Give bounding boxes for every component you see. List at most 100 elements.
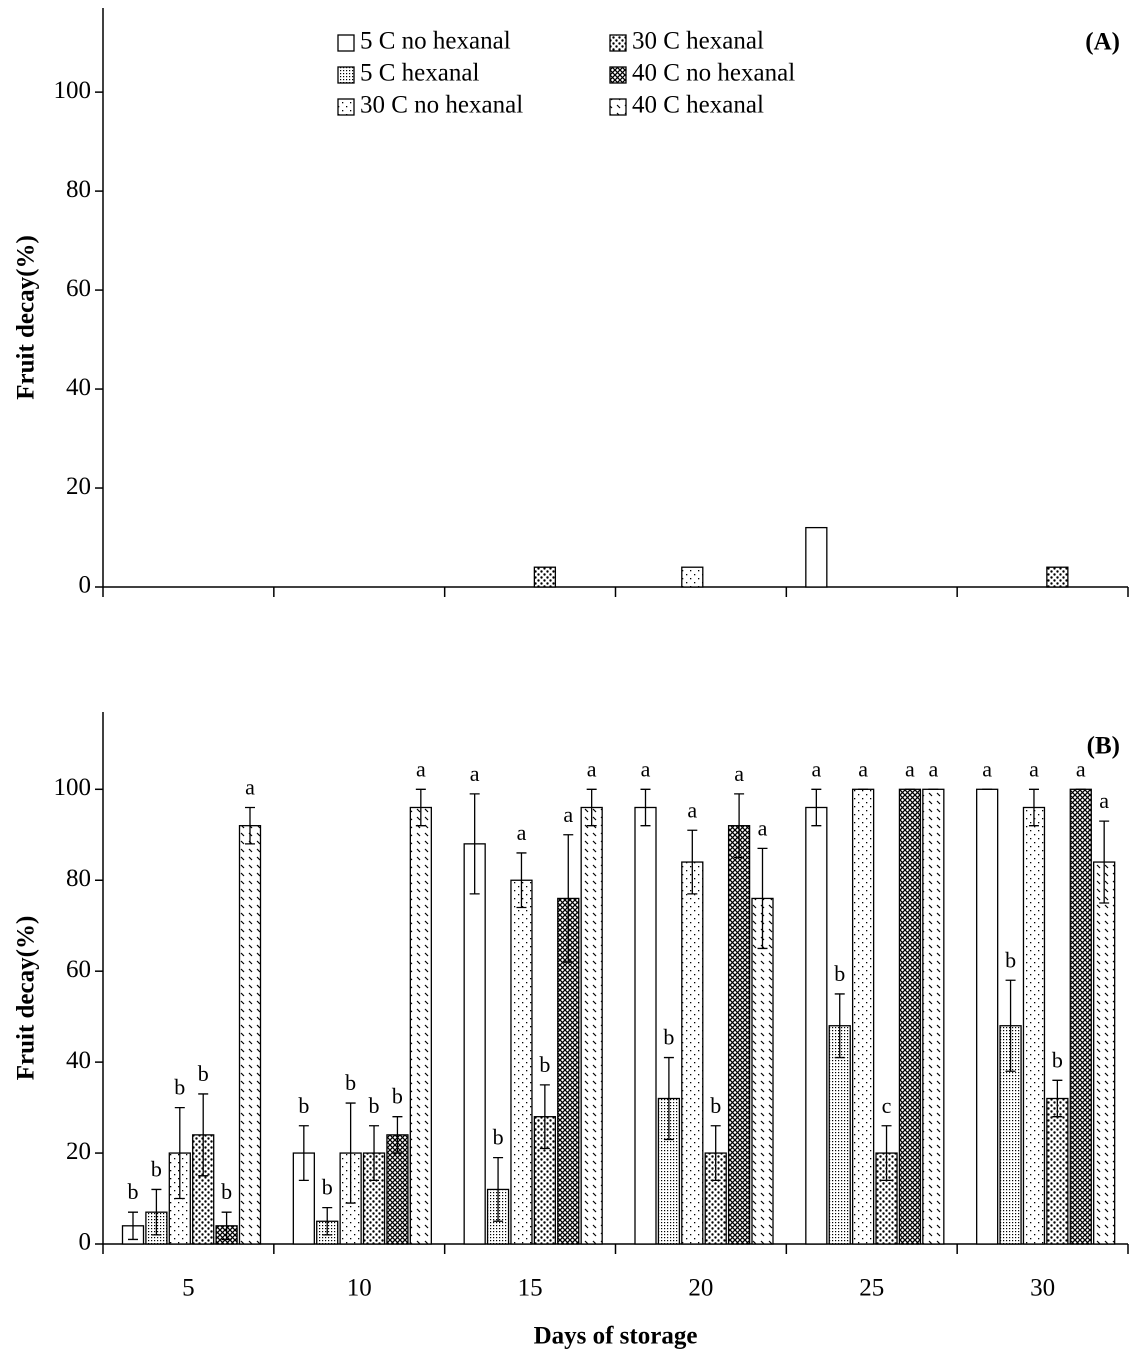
bar: [580, 806, 603, 1245]
error-bar: [1052, 1079, 1063, 1118]
error-bar: [563, 834, 574, 963]
y-tick-label: 100: [54, 77, 92, 104]
significance-letter: b: [710, 1093, 721, 1118]
error-bar: [811, 788, 822, 827]
error-bar: [128, 1211, 138, 1241]
error-bar: [369, 1125, 380, 1181]
legend-label: 30 C hexanal: [632, 28, 764, 55]
significance-letter: a: [905, 756, 915, 781]
bar: [238, 825, 262, 1245]
error-bar: [198, 1093, 209, 1177]
bar: [1046, 566, 1069, 588]
y-tick-label: 0: [79, 1229, 92, 1256]
error-bar: [298, 1125, 309, 1181]
error-bar: [1099, 820, 1110, 904]
legend-label: 5 C hexanal: [360, 60, 479, 87]
bar: [1093, 861, 1116, 1245]
error-bar: [881, 1125, 892, 1181]
y-tick-label: 0: [79, 572, 92, 599]
legend-label: 40 C no hexanal: [632, 60, 795, 87]
x-tick-label: 10: [347, 1275, 372, 1302]
error-bar: [322, 1206, 333, 1236]
error-bar: [415, 788, 426, 827]
error-bar: [469, 793, 480, 895]
bar: [634, 806, 657, 1245]
y-tick-label: 60: [66, 275, 91, 302]
significance-letter: b: [493, 1125, 504, 1150]
legend-label: 40 C hexanal: [632, 92, 764, 119]
error-bar: [245, 806, 255, 845]
error-bar: [345, 1102, 356, 1204]
significance-letter: a: [1076, 756, 1086, 781]
error-bar: [687, 829, 698, 895]
error-bar: [757, 847, 768, 950]
x-tick-label: 30: [1030, 1275, 1055, 1302]
significance-letter: a: [563, 802, 573, 827]
significance-letter: b: [392, 1084, 403, 1109]
bar: [922, 788, 945, 1245]
error-bar: [1005, 979, 1016, 1072]
significance-letter: a: [928, 756, 938, 781]
significance-letter: a: [416, 756, 426, 781]
bar: [898, 788, 922, 1245]
error-bar: [151, 1188, 162, 1236]
significance-letter: a: [641, 756, 651, 781]
significance-letter: b: [1005, 947, 1016, 972]
x-tick-label: 5: [182, 1275, 195, 1302]
significance-letter: a: [1029, 756, 1039, 781]
y-tick-label: 100: [54, 774, 92, 801]
error-bar: [640, 788, 651, 827]
significance-letter: b: [322, 1175, 333, 1200]
significance-letter: a: [245, 775, 255, 800]
significance-letter: b: [174, 1075, 185, 1100]
significance-letter: b: [1052, 1047, 1063, 1072]
bar: [805, 526, 828, 588]
significance-letter: a: [1099, 788, 1109, 813]
legend-swatch: [609, 98, 627, 116]
significance-letter: b: [151, 1156, 162, 1181]
error-bar: [392, 1116, 403, 1154]
significance-letter: a: [758, 815, 768, 840]
bar: [1069, 788, 1092, 1245]
significance-letter: a: [734, 761, 744, 786]
y-axis-title: Fruit decay(%): [13, 916, 40, 1081]
significance-letter: a: [587, 756, 597, 781]
error-bar: [493, 1156, 504, 1222]
legend-swatch: [337, 98, 355, 116]
y-tick-label: 40: [66, 374, 91, 401]
bar: [1022, 806, 1046, 1245]
legend-swatch: [609, 34, 627, 52]
significance-letter: a: [811, 756, 821, 781]
x-tick-label: 25: [859, 1275, 884, 1302]
legend-label: 5 C no hexanal: [360, 28, 511, 55]
bar: [681, 566, 704, 588]
error-bar: [1028, 788, 1039, 827]
legend-swatch: [609, 66, 627, 84]
bar: [681, 861, 704, 1245]
significance-letter: a: [982, 756, 992, 781]
significance-letter: b: [663, 1025, 674, 1050]
significance-letter: b: [128, 1179, 139, 1204]
error-bar: [539, 1084, 550, 1150]
y-tick-label: 60: [66, 956, 91, 983]
significance-letter: b: [198, 1061, 209, 1086]
y-tick-label: 80: [66, 176, 91, 203]
panel-label: (A): [1085, 29, 1120, 56]
bar: [409, 806, 432, 1245]
error-bar: [834, 993, 845, 1059]
error-bar: [174, 1106, 185, 1200]
error-bar: [734, 793, 745, 859]
error-bar: [663, 1056, 674, 1141]
bar: [805, 806, 828, 1245]
x-tick-label: 15: [518, 1275, 543, 1302]
bar: [727, 825, 751, 1245]
x-axis-title: Days of storage: [534, 1323, 698, 1350]
y-tick-label: 80: [66, 865, 91, 892]
significance-letter: a: [470, 761, 480, 786]
significance-letter: b: [539, 1052, 550, 1077]
error-bar: [516, 852, 527, 909]
significance-letter: b: [221, 1179, 232, 1204]
error-bar: [221, 1211, 232, 1241]
significance-letter: c: [882, 1093, 892, 1118]
